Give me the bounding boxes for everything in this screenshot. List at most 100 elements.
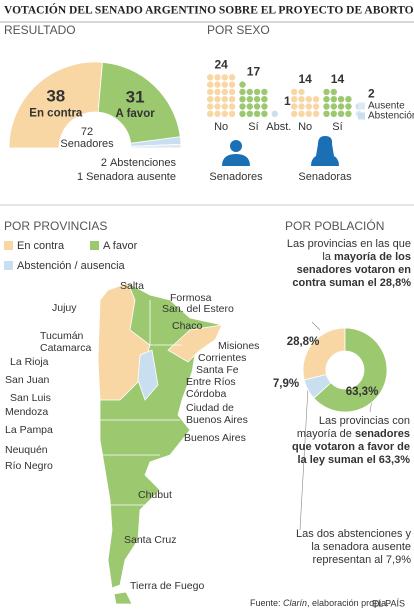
dot [253,88,261,96]
dot [228,103,236,110]
dot-group [323,88,352,118]
value-label: 2 [368,87,375,101]
dot [239,103,246,110]
province-label: Mendoza [5,406,49,418]
category-label: No [298,121,312,133]
province-label: Chubut [138,489,172,501]
category-label: No [214,121,228,133]
value-label: 14 [331,72,345,86]
province-label: Chaco [172,320,203,332]
dot [330,88,337,96]
map [97,282,223,605]
title: VOTACIÓN DEL SENADO ARGENTINO SOBRE EL P… [4,3,414,17]
dot [221,88,228,96]
province-label: Formosa [170,292,212,304]
segment [97,61,181,144]
legend-label: Abstención / ausencia [17,260,126,272]
source-part: Clarín [283,598,307,608]
segment [313,327,388,413]
dot [291,96,298,103]
section-title: RESULTADO [4,23,76,37]
dot [330,96,337,103]
category-label: Abst. [266,121,291,133]
province-label: Entre Ríos [186,376,236,388]
segment [303,374,332,399]
province-label: La Rioja [10,356,49,368]
dot [246,103,253,110]
dot [261,88,268,96]
value-label: 63,3% [346,386,379,398]
dot-group [207,74,236,118]
dot [298,88,305,96]
dot [330,110,337,118]
dot [298,96,305,103]
value-label: 14 [298,72,312,86]
dot [253,96,261,103]
dot [207,103,214,110]
dot [221,103,228,110]
dot [323,110,330,118]
province-label: Salta [120,280,144,292]
brand: EL PAÍS [372,598,405,608]
dot [214,81,221,88]
province-label: Santa Cruz [124,534,177,546]
province-label: Santa Fe [196,364,239,376]
note-label: Abstenciones [110,157,177,169]
dot [312,96,320,103]
dot [323,96,330,103]
dot [298,110,305,118]
legend-swatch [358,102,365,110]
dot [261,103,268,110]
legend-swatch [90,241,99,250]
province-label: Misiones [218,340,260,352]
callout [311,321,321,331]
dot [221,96,228,103]
legend-label: Ausente [368,101,405,112]
segment [302,327,346,381]
dot [345,110,352,118]
callout [299,387,309,531]
province-label: Córdoba [186,388,227,400]
dot [345,96,352,103]
legend-swatch [358,112,365,120]
dot [239,96,246,103]
map-island [113,591,133,605]
dot [239,81,246,88]
dot [214,74,221,81]
dot [291,88,298,96]
group-label: Senadoras [298,171,352,183]
dot [291,103,298,110]
dot [228,96,236,103]
dot [214,88,221,96]
note: Las provincias con mayoría de senadores … [290,415,410,467]
total-value: 72 [81,126,93,138]
legend-label: Abstención [368,111,414,122]
dot [305,103,312,110]
province-label: La Pampa [5,424,53,436]
value-label: 28,8% [287,336,320,348]
dot [221,74,228,81]
dot [305,110,312,118]
province-label: Tucumán [40,330,84,342]
dot [291,110,298,118]
note: Las dos abstenciones y la senadora ausen… [285,528,411,567]
value-label: 38 [46,87,65,106]
note-value: 2 [101,157,107,169]
note: Las provincias en las que la mayoría de … [285,238,411,290]
category-label: Sí [332,121,342,133]
province-label: San Juan [5,374,50,386]
province-label: Ciudad de Buenos Aires [186,402,248,426]
icon-male [222,140,250,166]
province-label: Corrientes [198,352,247,364]
province-label: Buenos Aires [184,432,246,444]
dot [345,103,352,110]
value-label: 24 [214,57,228,71]
dot [337,110,345,118]
dot-group [271,110,278,118]
dot [323,88,330,96]
dot [261,96,268,103]
value-label: 17 [247,65,261,79]
source-part: , elaboración propia. [307,598,389,608]
note-part: Las provincias en las que la [286,238,411,263]
